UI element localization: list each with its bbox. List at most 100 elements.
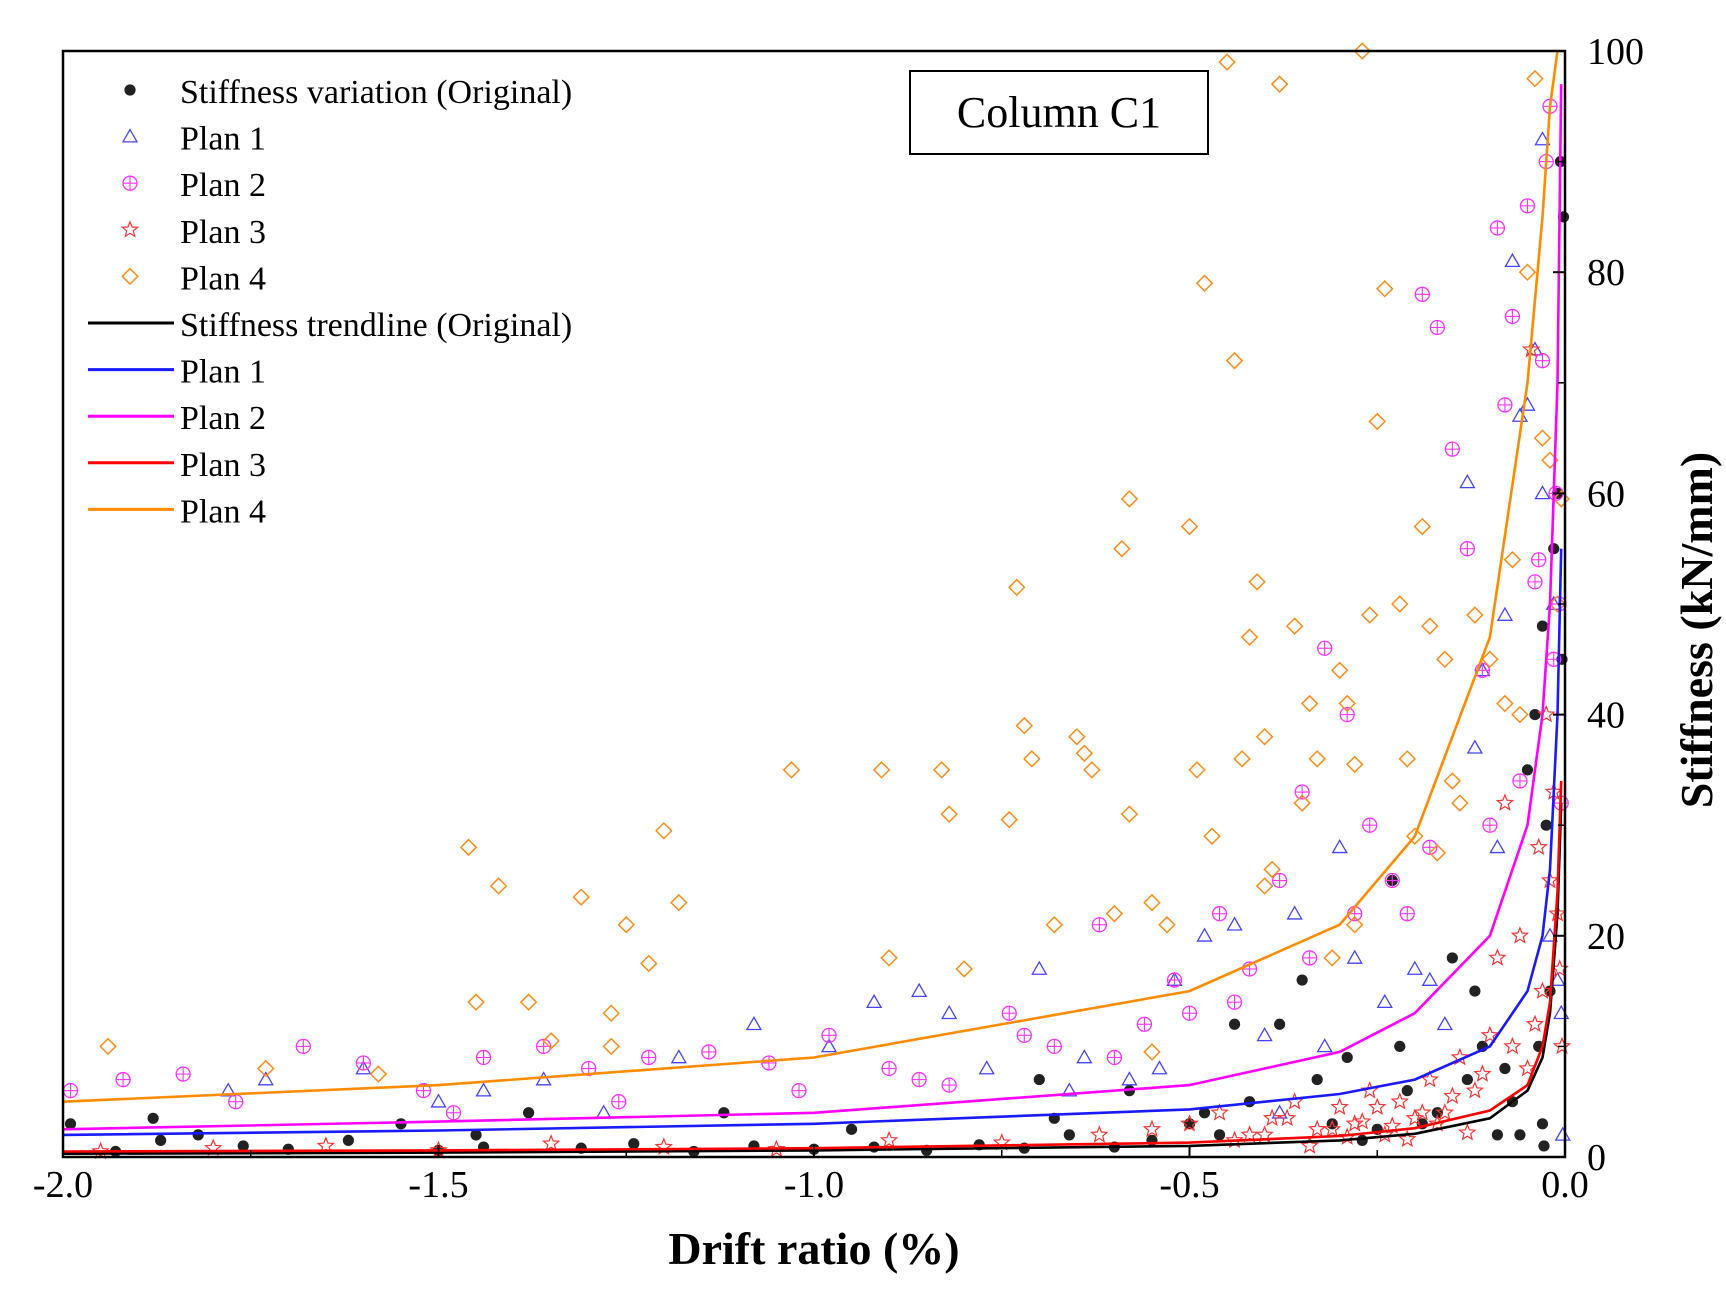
data-point xyxy=(91,1141,110,1160)
trendline-4 xyxy=(63,51,1562,1103)
data-point xyxy=(542,1032,560,1050)
data-point xyxy=(1529,709,1541,721)
data-point xyxy=(879,1130,899,1149)
data-point xyxy=(1307,1119,1327,1138)
data-point xyxy=(1210,1103,1229,1121)
y-tick-label: 40 xyxy=(1587,695,1625,737)
data-point xyxy=(761,1055,777,1071)
trendline-1 xyxy=(63,548,1563,1137)
data-point xyxy=(1345,755,1364,774)
data-point xyxy=(941,1077,957,1093)
data-point xyxy=(782,761,801,779)
series-diamond xyxy=(99,42,1571,1083)
data-point xyxy=(1421,971,1438,986)
legend-label: Plan 2 xyxy=(180,167,266,204)
data-point xyxy=(1518,1058,1537,1077)
y-tick-label: 20 xyxy=(1587,916,1625,958)
data-point xyxy=(1063,1129,1075,1141)
data-point xyxy=(1503,1036,1522,1055)
data-point xyxy=(1436,650,1454,669)
legend: Stiffness variation (Original) Plan 1 Plan… xyxy=(88,74,572,530)
data-point xyxy=(395,1118,407,1130)
data-point xyxy=(355,1055,372,1071)
data-point xyxy=(415,1082,432,1099)
x-tick-label: -1.0 xyxy=(784,1164,844,1206)
data-point xyxy=(1356,1134,1368,1147)
data-point xyxy=(1518,263,1537,281)
data-point xyxy=(1300,694,1319,713)
legend-entry: Plan 4 xyxy=(121,260,266,297)
data-point xyxy=(1091,917,1108,933)
data-point xyxy=(1274,1018,1286,1030)
x-tick-label: -0.5 xyxy=(1159,1164,1219,1206)
x-tick-label: 0.0 xyxy=(1541,1164,1589,1206)
data-point xyxy=(1398,1129,1417,1148)
legend-symbol xyxy=(121,267,139,286)
data-point xyxy=(1213,1129,1226,1141)
data-point xyxy=(1317,640,1333,656)
data-point xyxy=(1489,220,1506,236)
data-point xyxy=(1499,1062,1511,1075)
data-point xyxy=(1015,716,1034,735)
data-point xyxy=(881,1060,897,1077)
data-point xyxy=(355,1060,372,1075)
data-point xyxy=(1061,1082,1078,1097)
data-point xyxy=(1293,794,1311,812)
data-point xyxy=(1331,839,1348,854)
ticks-layer: -2.0 -1.5 -1.0 -0.5 0.00 20 40 60 80 100 xyxy=(33,31,1644,1206)
annotation-label: Column C1 xyxy=(957,88,1161,137)
data-point xyxy=(1226,916,1243,931)
data-point xyxy=(1285,617,1304,635)
legend-label: Stiffness trendline (Original) xyxy=(180,307,572,344)
data-point xyxy=(1491,1129,1504,1141)
data-point xyxy=(1504,308,1521,325)
data-point xyxy=(1552,490,1571,508)
y-tick-label: 60 xyxy=(1587,473,1625,515)
data-point xyxy=(1075,744,1094,763)
data-point xyxy=(1398,750,1417,768)
data-point xyxy=(1504,252,1521,268)
data-point xyxy=(1240,628,1259,646)
data-point xyxy=(1533,429,1552,447)
data-point xyxy=(1428,844,1447,862)
data-point xyxy=(1330,661,1349,680)
data-point xyxy=(1413,517,1432,536)
series-triangle xyxy=(220,131,1571,1141)
data-point xyxy=(1444,441,1460,457)
data-point xyxy=(1008,578,1026,597)
legend-label: Plan 4 xyxy=(180,260,266,297)
data-point xyxy=(1540,819,1552,831)
data-point xyxy=(1525,1014,1545,1033)
data-point xyxy=(1435,1103,1455,1121)
data-point xyxy=(978,1060,995,1075)
legend-label: Plan 3 xyxy=(180,447,266,484)
data-point xyxy=(1198,1107,1211,1119)
data-point xyxy=(1443,772,1462,790)
data-point xyxy=(1316,1038,1333,1053)
data-point xyxy=(1339,706,1355,723)
data-point xyxy=(1401,1085,1413,1097)
legend-symbol xyxy=(120,220,140,238)
data-point xyxy=(1322,1119,1342,1138)
data-point xyxy=(1399,906,1415,922)
data-point xyxy=(1277,1108,1297,1127)
data-point xyxy=(1534,485,1551,500)
data-point xyxy=(1181,1005,1198,1021)
data-point xyxy=(1503,550,1522,569)
data-point xyxy=(1113,539,1131,558)
data-point xyxy=(1045,915,1064,934)
legend-label: Stiffness variation (Original) xyxy=(180,74,572,111)
data-point xyxy=(1362,817,1378,833)
data-point xyxy=(1548,595,1567,613)
data-point xyxy=(602,1037,620,1056)
data-point xyxy=(1308,750,1326,768)
data-point xyxy=(1368,412,1387,431)
data-point xyxy=(1233,750,1251,768)
data-point xyxy=(1271,1104,1288,1119)
data-point xyxy=(1136,1016,1153,1032)
data-point xyxy=(941,1004,958,1020)
legend-symbol xyxy=(124,84,136,96)
data-point xyxy=(1461,1073,1473,1086)
data-point xyxy=(475,1082,492,1097)
data-point xyxy=(1466,739,1484,754)
